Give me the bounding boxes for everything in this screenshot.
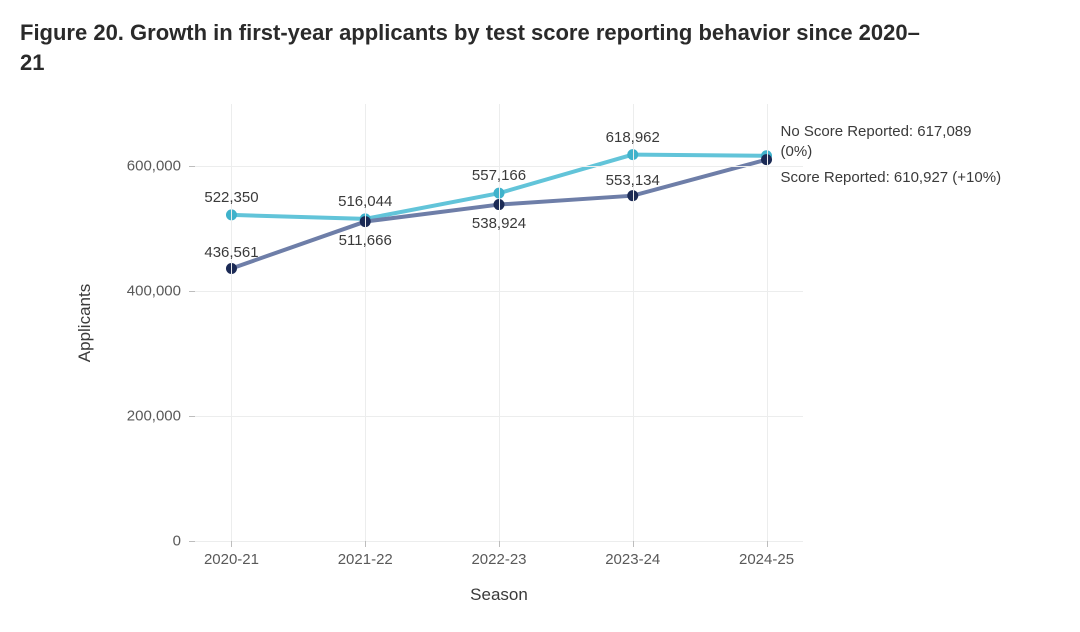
- x-tick-mark: [767, 541, 768, 547]
- y-tick-mark: [189, 291, 195, 292]
- x-tick-label: 2021-22: [338, 551, 393, 568]
- gridline-vertical: [633, 104, 634, 541]
- end-label-score: Score Reported: 610,927 (+10%): [781, 168, 1002, 188]
- x-tick-label: 2023-24: [605, 551, 660, 568]
- x-tick-mark: [499, 541, 500, 547]
- chart-title: Figure 20. Growth in first-year applican…: [20, 18, 920, 77]
- data-label-score: 511,666: [339, 232, 392, 249]
- y-tick-label: 200,000: [127, 408, 181, 425]
- data-label-no_score: 557,166: [472, 167, 526, 184]
- data-label-score: 538,924: [472, 215, 526, 232]
- data-label-no_score: 516,044: [338, 193, 392, 210]
- x-tick-label: 2020-21: [204, 551, 259, 568]
- x-tick-mark: [365, 541, 366, 547]
- gridline-vertical: [365, 104, 366, 541]
- data-label-no_score: 522,350: [204, 189, 258, 206]
- x-tick-mark: [633, 541, 634, 547]
- gridline-vertical: [767, 104, 768, 541]
- data-label-no_score: 618,962: [606, 129, 660, 146]
- gridline-vertical: [231, 104, 232, 541]
- x-tick-label: 2022-23: [471, 551, 526, 568]
- y-tick-mark: [189, 166, 195, 167]
- end-label-line: (0%): [781, 142, 972, 162]
- y-axis-label: Applicants: [75, 283, 95, 361]
- x-axis-label: Season: [470, 585, 528, 605]
- x-tick-mark: [231, 541, 232, 547]
- y-tick-label: 600,000: [127, 158, 181, 175]
- end-label-no-score: No Score Reported: 617,089(0%): [781, 122, 972, 163]
- end-label-line: No Score Reported: 617,089: [781, 122, 972, 142]
- y-tick-label: 400,000: [127, 283, 181, 300]
- y-tick-mark: [189, 416, 195, 417]
- y-tick-mark: [189, 541, 195, 542]
- y-tick-label: 0: [173, 533, 181, 550]
- data-label-score: 553,134: [606, 172, 660, 189]
- data-label-score: 436,561: [204, 244, 258, 261]
- plot-area: 0200,000400,000600,0002020-212021-222022…: [195, 104, 803, 541]
- x-tick-label: 2024-25: [739, 551, 794, 568]
- end-label-line: Score Reported: 610,927 (+10%): [781, 168, 1002, 188]
